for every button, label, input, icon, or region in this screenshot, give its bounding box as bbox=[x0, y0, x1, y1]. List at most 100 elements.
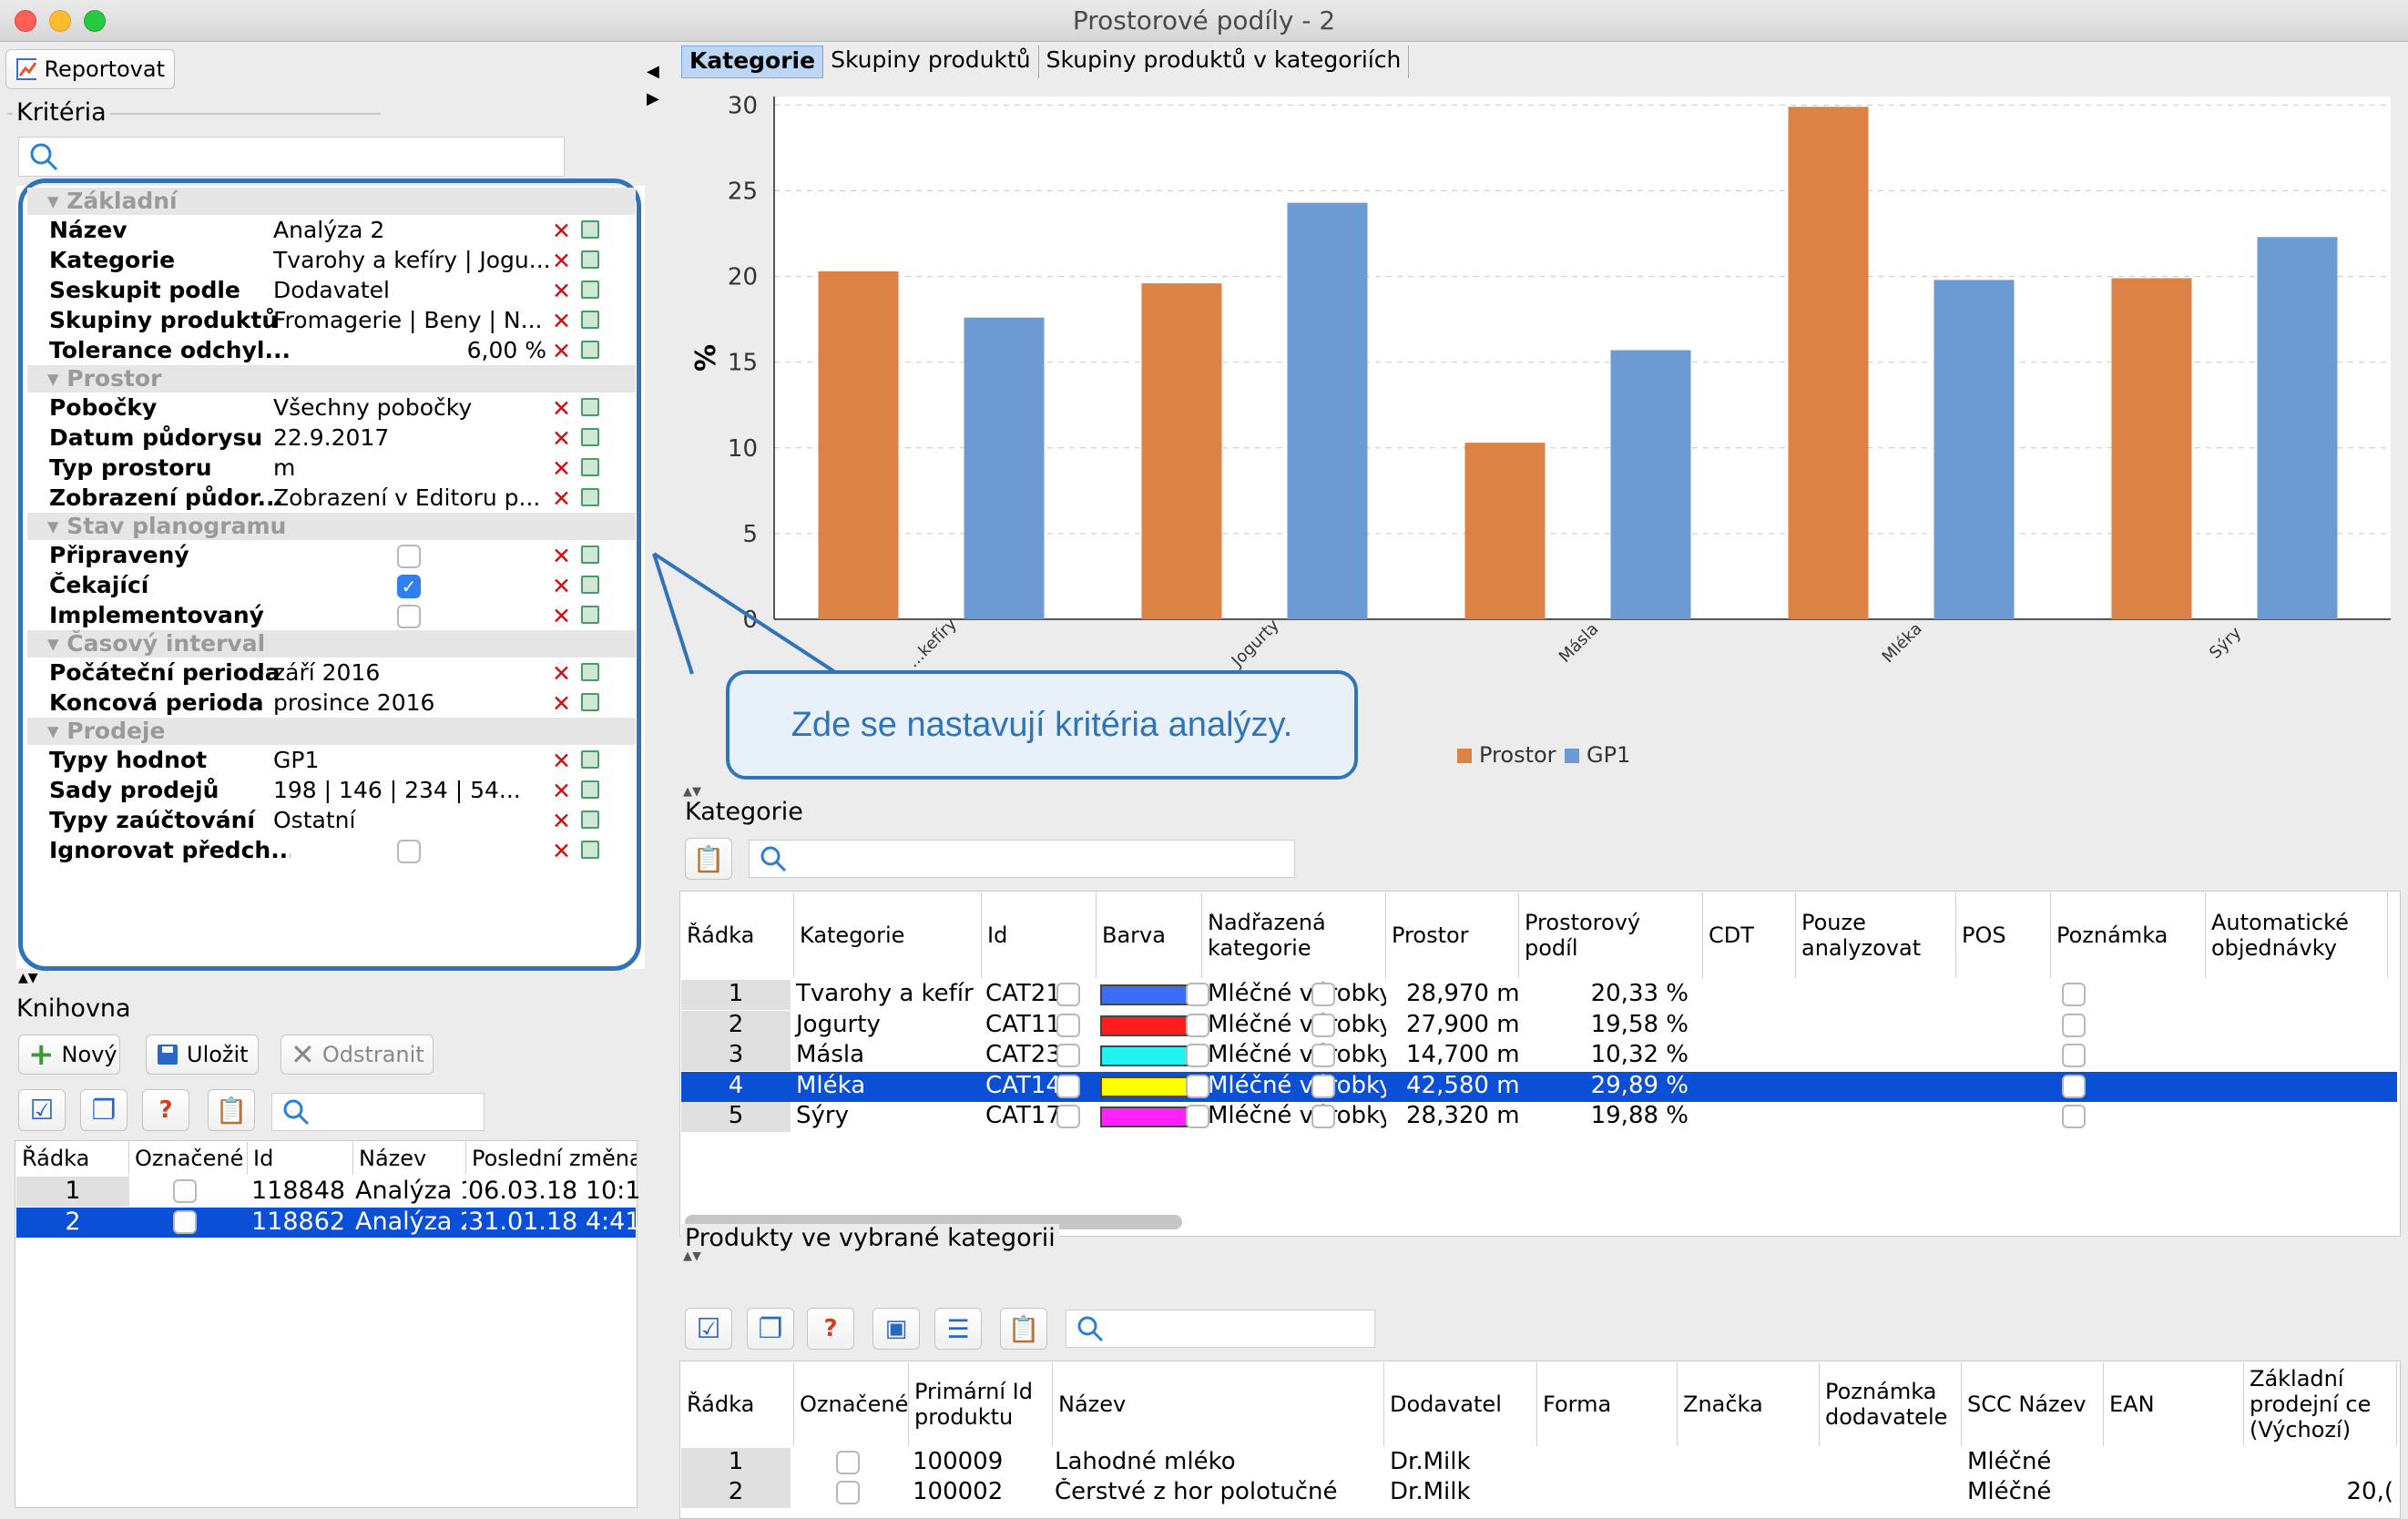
product-row[interactable]: 1 100009 Lahodné mléko Dr.Milk Mléčné bbox=[681, 1448, 2397, 1478]
property-checkbox[interactable] bbox=[397, 542, 421, 568]
collapse-arrows-icon[interactable]: ◀ ▶ bbox=[647, 62, 659, 108]
categories-column-header[interactable]: Prostor bbox=[1386, 892, 1519, 978]
library-column-header[interactable]: Řádka bbox=[16, 1142, 129, 1175]
row-checkbox[interactable] bbox=[2062, 1074, 2086, 1098]
category-row[interactable]: 5 Sýry CAT17 Mléčné výrobky 28,320 m 19,88 % bbox=[681, 1102, 2397, 1132]
remove-button[interactable]: ✕ Odstranit bbox=[281, 1035, 434, 1075]
products-column-header[interactable]: SCC Název bbox=[1962, 1362, 2104, 1446]
products-column-header[interactable]: Řádka bbox=[681, 1362, 794, 1446]
clear-value-icon[interactable]: ✕ bbox=[552, 603, 571, 629]
row-checkbox[interactable] bbox=[1186, 1013, 1209, 1037]
clear-value-icon[interactable]: ✕ bbox=[552, 573, 571, 599]
section-header[interactable]: ▾ Prostor bbox=[27, 365, 636, 392]
tab-kategorie[interactable]: Kategorie bbox=[681, 46, 824, 78]
property-value[interactable]: Fromagerie | Beny | N... bbox=[273, 307, 543, 333]
property-row[interactable]: Zobrazení půdor... Zobrazení v Editoru p.… bbox=[27, 483, 628, 513]
edit-value-icon[interactable] bbox=[581, 280, 599, 299]
property-checkbox[interactable]: ✓ bbox=[397, 572, 421, 598]
property-row[interactable]: Typ prostoru m ✕ bbox=[27, 453, 628, 483]
criteria-search-input[interactable] bbox=[18, 137, 565, 177]
clear-value-icon[interactable]: ✕ bbox=[552, 248, 571, 274]
row-checkbox[interactable] bbox=[1186, 1074, 1209, 1098]
edit-value-icon[interactable] bbox=[581, 576, 599, 594]
products-column-header[interactable]: Primární Id produktu bbox=[909, 1362, 1053, 1446]
library-row[interactable]: 1 118848 Analýza 1 06.03.18 10:1 bbox=[16, 1177, 640, 1207]
clear-value-icon[interactable]: ✕ bbox=[552, 455, 571, 482]
property-row[interactable]: Ignorovat předch... ✕ bbox=[27, 835, 628, 865]
property-row[interactable]: Koncová perioda prosince 2016 ✕ bbox=[27, 688, 628, 718]
row-checkbox[interactable] bbox=[1186, 1044, 1209, 1067]
category-row[interactable]: 3 Másla CAT23 Mléčné výrobky 14,700 m 10,32 % bbox=[681, 1041, 2397, 1071]
property-checkbox[interactable] bbox=[397, 602, 421, 628]
edit-value-icon[interactable] bbox=[581, 428, 599, 446]
products-column-header[interactable]: Název bbox=[1053, 1362, 1384, 1446]
property-row[interactable]: Sady prodejů 198 | 146 | 234 | 54... ✕ bbox=[27, 775, 628, 805]
row-checkbox[interactable] bbox=[1186, 983, 1209, 1006]
property-row[interactable]: Název Analýza 2 ✕ bbox=[27, 215, 628, 245]
clear-value-icon[interactable]: ✕ bbox=[552, 543, 571, 569]
categories-column-header[interactable]: Id bbox=[982, 892, 1097, 978]
row-checkbox[interactable] bbox=[1311, 1044, 1335, 1067]
row-checkbox[interactable] bbox=[1186, 1105, 1209, 1128]
row-checkbox[interactable] bbox=[2062, 983, 2086, 1006]
clear-value-icon[interactable]: ✕ bbox=[552, 838, 571, 864]
categories-column-header[interactable]: Automatické objednávky bbox=[2206, 892, 2388, 978]
edit-value-icon[interactable] bbox=[581, 663, 599, 681]
row-checkbox[interactable] bbox=[1056, 1074, 1080, 1098]
row-checkbox[interactable] bbox=[836, 1451, 860, 1474]
edit-value-icon[interactable] bbox=[581, 545, 599, 564]
section-header[interactable]: ▾ Základní bbox=[27, 188, 636, 215]
property-value[interactable]: 198 | 146 | 234 | 54... bbox=[273, 777, 521, 803]
property-value[interactable]: Dodavatel bbox=[273, 277, 390, 303]
copy-button[interactable]: ❐ bbox=[747, 1308, 794, 1350]
clear-value-icon[interactable]: ✕ bbox=[552, 748, 571, 774]
edit-value-icon[interactable] bbox=[581, 693, 599, 711]
splitter-arrows-icon[interactable]: ▲▼ bbox=[683, 1249, 701, 1263]
new-button[interactable]: + Nový bbox=[18, 1035, 120, 1075]
property-row[interactable]: Typy zaúčtování Ostatní ✕ bbox=[27, 805, 628, 835]
product-row[interactable]: 2 100002 Čerstvé z hor polotučné Dr.Milk Mlé… bbox=[681, 1478, 2397, 1508]
category-row[interactable]: 2 Jogurty CAT11 Mléčné výrobky 27,900 m 19,58… bbox=[681, 1010, 2397, 1041]
clear-value-icon[interactable]: ✕ bbox=[552, 308, 571, 334]
property-row[interactable]: Tolerance odchyl... 6,00 % ✕ bbox=[27, 335, 628, 365]
checkbox[interactable]: ✓ bbox=[397, 575, 421, 598]
categories-column-header[interactable]: Barva bbox=[1097, 892, 1202, 978]
category-row[interactable]: 1 Tvarohy a kefíry CAT21 Mléčné výrobky 28,9… bbox=[681, 980, 2397, 1010]
splitter-arrows-icon[interactable]: ▲▼ bbox=[683, 785, 701, 799]
property-value[interactable]: GP1 bbox=[273, 747, 320, 773]
clear-value-icon[interactable]: ✕ bbox=[552, 278, 571, 304]
copy-button[interactable]: ❐ bbox=[80, 1089, 128, 1131]
clear-value-icon[interactable]: ✕ bbox=[552, 218, 571, 244]
close-window-button[interactable] bbox=[15, 10, 36, 32]
products-column-header[interactable]: Základní prodejní ce (Výchozí) bbox=[2244, 1362, 2397, 1446]
row-checkbox[interactable] bbox=[1056, 1013, 1080, 1037]
library-row[interactable]: 2 118862 Analýza 2 31.01.18 4:41 bbox=[16, 1208, 640, 1238]
clear-value-icon[interactable]: ✕ bbox=[552, 808, 571, 834]
property-value[interactable]: m bbox=[273, 454, 296, 481]
edit-value-icon[interactable] bbox=[581, 250, 599, 269]
section-header[interactable]: ▾ Prodeje bbox=[27, 718, 636, 745]
minimize-window-button[interactable] bbox=[49, 10, 71, 32]
clear-value-icon[interactable]: ✕ bbox=[552, 338, 571, 364]
checkbox[interactable] bbox=[397, 840, 421, 863]
checkbox[interactable] bbox=[397, 605, 421, 628]
clipboard-button[interactable]: 📋 bbox=[208, 1089, 255, 1131]
categories-search-input[interactable] bbox=[749, 840, 1295, 878]
property-row[interactable]: Čekající ✓ ✕ bbox=[27, 570, 628, 600]
row-checkbox[interactable] bbox=[1311, 983, 1335, 1006]
categories-column-header[interactable]: Prostorový podíl bbox=[1519, 892, 1703, 978]
property-row[interactable]: Kategorie Tvarohy a kefíry | Jogu... ✕ bbox=[27, 245, 628, 275]
property-row[interactable]: Implementovaný ✕ bbox=[27, 600, 628, 630]
categories-column-header[interactable]: POS bbox=[1956, 892, 2051, 978]
property-row[interactable]: Seskupit podle Dodavatel ✕ bbox=[27, 275, 628, 305]
property-row[interactable]: Datum půdorysu 22.9.2017 ✕ bbox=[27, 423, 628, 453]
edit-value-icon[interactable] bbox=[581, 810, 599, 829]
zoom-window-button[interactable] bbox=[84, 10, 106, 32]
clear-value-icon[interactable]: ✕ bbox=[552, 485, 571, 512]
library-search-input[interactable] bbox=[271, 1093, 485, 1131]
property-value[interactable]: prosince 2016 bbox=[273, 689, 435, 716]
property-value[interactable]: Tvarohy a kefíry | Jogu... bbox=[273, 247, 551, 273]
edit-value-icon[interactable] bbox=[581, 606, 599, 624]
help-button[interactable]: ? bbox=[807, 1308, 854, 1350]
report-button[interactable]: Reportovat bbox=[5, 49, 175, 89]
